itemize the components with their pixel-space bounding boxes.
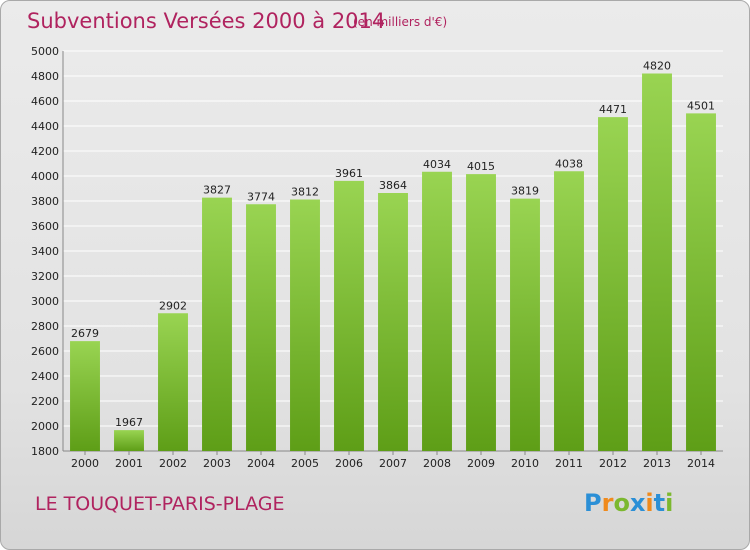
data-label: 4015 <box>467 160 495 173</box>
x-tick-label: 2014 <box>687 457 715 470</box>
bar <box>686 113 716 451</box>
y-tick-label: 3600 <box>31 220 59 233</box>
logo-letter: t <box>653 489 666 517</box>
y-tick-label: 2000 <box>31 420 59 433</box>
y-tick-label: 2600 <box>31 345 59 358</box>
x-tick-label: 2006 <box>335 457 363 470</box>
data-label: 3864 <box>379 179 407 192</box>
y-tick-label: 3200 <box>31 270 59 283</box>
bar <box>334 180 364 451</box>
y-tick-label: 2200 <box>31 395 59 408</box>
data-label: 2902 <box>159 299 187 312</box>
bar <box>246 204 276 451</box>
data-label: 4501 <box>687 99 715 112</box>
y-tick-label: 1800 <box>31 445 59 458</box>
x-tick-label: 2001 <box>115 457 143 470</box>
data-label: 3774 <box>247 190 275 203</box>
bar <box>422 171 452 451</box>
x-tick-label: 2008 <box>423 457 451 470</box>
x-tick-label: 2013 <box>643 457 671 470</box>
y-tick-label: 4200 <box>31 145 59 158</box>
y-tick-label: 2400 <box>31 370 59 383</box>
x-tick-label: 2000 <box>71 457 99 470</box>
data-label: 4038 <box>555 157 583 170</box>
bar <box>202 197 232 451</box>
data-label: 3819 <box>511 185 539 198</box>
y-tick-label: 3800 <box>31 195 59 208</box>
y-tick-label: 3400 <box>31 245 59 258</box>
y-tick-label: 4600 <box>31 95 59 108</box>
bar <box>466 174 496 451</box>
chart-subtitle: (en milliers d'€) <box>353 15 448 29</box>
y-tick-label: 4400 <box>31 120 59 133</box>
bar <box>158 313 188 451</box>
logo-letter: i <box>665 489 674 517</box>
y-tick-label: 3000 <box>31 295 59 308</box>
bar <box>598 117 628 451</box>
y-tick-label: 4000 <box>31 170 59 183</box>
x-tick-label: 2002 <box>159 457 187 470</box>
bar <box>378 193 408 451</box>
bar <box>114 430 144 451</box>
bar <box>510 198 540 451</box>
x-tick-label: 2007 <box>379 457 407 470</box>
data-label: 3812 <box>291 186 319 199</box>
x-tick-label: 2010 <box>511 457 539 470</box>
bar <box>642 73 672 451</box>
logo-letter: o <box>613 489 630 517</box>
y-tick-label: 2800 <box>31 320 59 333</box>
x-tick-label: 2003 <box>203 457 231 470</box>
bar <box>554 171 584 451</box>
logo-letter: i <box>645 489 654 517</box>
data-label: 1967 <box>115 416 143 429</box>
x-tick-label: 2011 <box>555 457 583 470</box>
data-label: 4820 <box>643 60 671 73</box>
logo-letter: r <box>601 489 614 517</box>
logo-letter: P <box>584 489 602 517</box>
data-label: 4034 <box>423 158 451 171</box>
logo-letter: x <box>629 489 646 517</box>
x-tick-label: 2004 <box>247 457 275 470</box>
commune-name: LE TOUQUET-PARIS-PLAGE <box>35 493 285 515</box>
bar <box>70 341 100 451</box>
proxiti-logo: Proxiti <box>584 489 673 517</box>
data-label: 3961 <box>335 167 363 180</box>
x-tick-label: 2005 <box>291 457 319 470</box>
data-label: 3827 <box>203 184 231 197</box>
data-label: 2679 <box>71 327 99 340</box>
bar <box>290 199 320 451</box>
y-tick-label: 5000 <box>31 45 59 58</box>
data-label: 4471 <box>599 103 627 116</box>
chart-title: Subventions Versées 2000 à 2014 <box>27 9 386 33</box>
x-tick-label: 2012 <box>599 457 627 470</box>
y-tick-label: 4800 <box>31 70 59 83</box>
x-tick-label: 2009 <box>467 457 495 470</box>
